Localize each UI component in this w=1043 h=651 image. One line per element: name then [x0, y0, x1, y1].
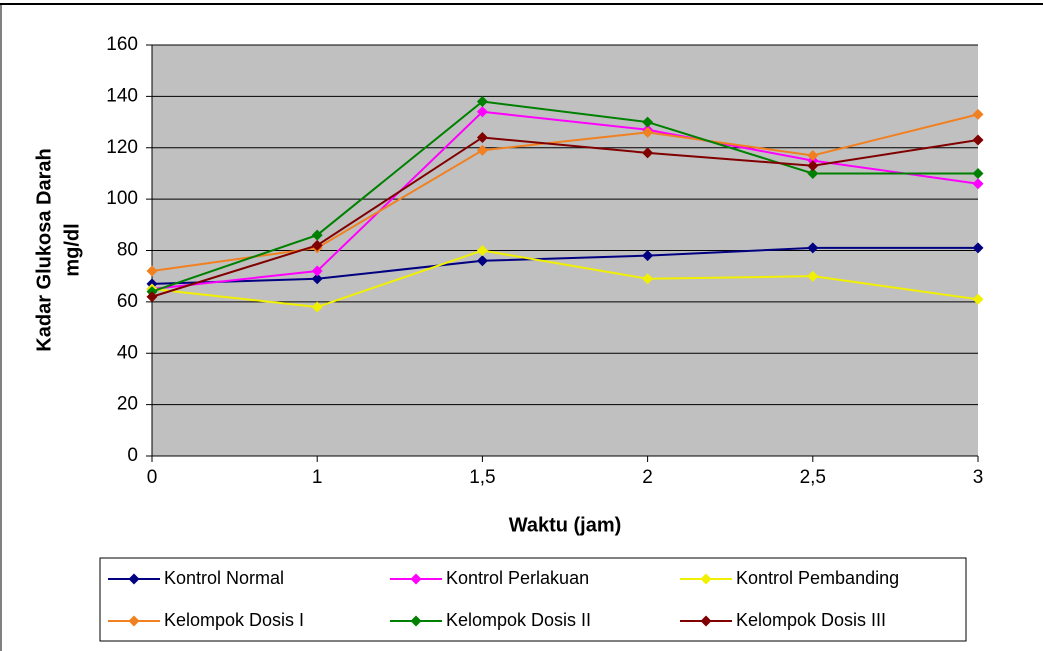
legend-label: Kelompok Dosis II [446, 610, 591, 630]
y-tick-label: 140 [106, 85, 138, 106]
y-tick-label: 60 [117, 291, 138, 312]
y-tick-label: 160 [106, 34, 138, 55]
chart: Waktu (jam) Kadar Glukosa Darah mg/dl 0 2… [0, 0, 1043, 651]
x-axis-label: Waktu (jam) [509, 514, 622, 536]
y-tick-label: 20 [117, 394, 138, 415]
x-tick-label: 2,5 [800, 467, 826, 488]
y-axis-label: mg/dl [61, 223, 83, 276]
y-tick-label: 0 [127, 445, 138, 466]
x-tick-label: 1,5 [469, 467, 495, 488]
y-tick-label: 80 [117, 240, 138, 261]
x-tick-label: 0 [147, 467, 158, 488]
legend-label: Kontrol Perlakuan [446, 568, 589, 588]
legend-label: Kelompok Dosis I [164, 610, 304, 630]
y-tick-label: 40 [117, 342, 138, 363]
y-tick-label: 100 [106, 188, 138, 209]
y-axis-label: Kadar Glukosa Darah [33, 148, 55, 351]
legend-label: Kelompok Dosis III [736, 610, 886, 630]
y-tick-label: 120 [106, 137, 138, 158]
x-tick-label: 3 [973, 467, 984, 488]
legend-label: Kontrol Pembanding [736, 568, 899, 588]
x-tick-label: 1 [312, 467, 323, 488]
legend-label: Kontrol Normal [164, 568, 284, 588]
x-tick-label: 2 [642, 467, 653, 488]
page: {"chart_data": {"type": "line", "categor… [0, 0, 1043, 651]
